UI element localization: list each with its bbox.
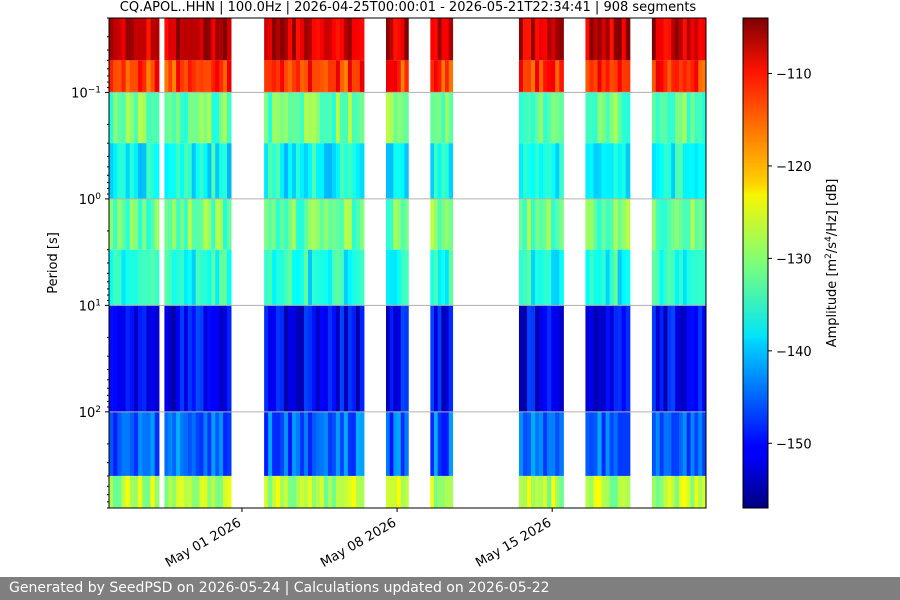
y-tick-label: 10−1	[71, 85, 101, 101]
colorbar-tick-label: −130	[776, 252, 812, 267]
footer-bar: Generated by SeedPSD on 2026-05-24 | Cal…	[0, 577, 900, 600]
colorbar	[742, 17, 769, 509]
y-tick-label: 100	[79, 192, 102, 208]
colorbar-tick-label: −110	[776, 67, 812, 82]
x-axis: May 01 2026 May 08 2026 May 15 2026	[163, 508, 554, 571]
heatmap-segment	[651, 18, 706, 508]
colorbar-label: Amplitude [m2/s4/Hz] [dB]	[824, 179, 840, 348]
y-tick-label: 102	[79, 405, 101, 421]
colorbar-tick-label: −120	[776, 160, 812, 175]
y-axis-label: Period [s]	[46, 232, 61, 294]
x-tick-label: May 08 2026	[318, 515, 399, 570]
heatmap-segment	[518, 18, 564, 508]
heatmap-segment	[585, 18, 631, 508]
chart-title: CQ.APOL..HHN | 100.0Hz | 2026-04-25T00:0…	[120, 0, 697, 15]
x-tick-label: May 15 2026	[473, 515, 554, 570]
heatmap-segment	[109, 18, 160, 508]
heatmap-segment	[164, 18, 232, 508]
heatmap-layer	[109, 18, 706, 508]
heatmap-segment	[264, 18, 365, 508]
y-axis: 10−1 100 101 102	[71, 17, 109, 509]
footer-text: Generated by SeedPSD on 2026-05-24 | Cal…	[9, 580, 550, 596]
heatmap-segment	[386, 18, 409, 508]
y-tick-label: 101	[79, 298, 101, 314]
heatmap-segment	[430, 18, 454, 508]
grid-layer	[109, 91, 706, 413]
colorbar-tick-label: −140	[776, 345, 812, 360]
colorbar-axis: −110 −120 −130 −140 −150	[768, 67, 812, 452]
colorbar-tick-label: −150	[776, 437, 812, 452]
x-tick-label: May 01 2026	[163, 515, 244, 570]
